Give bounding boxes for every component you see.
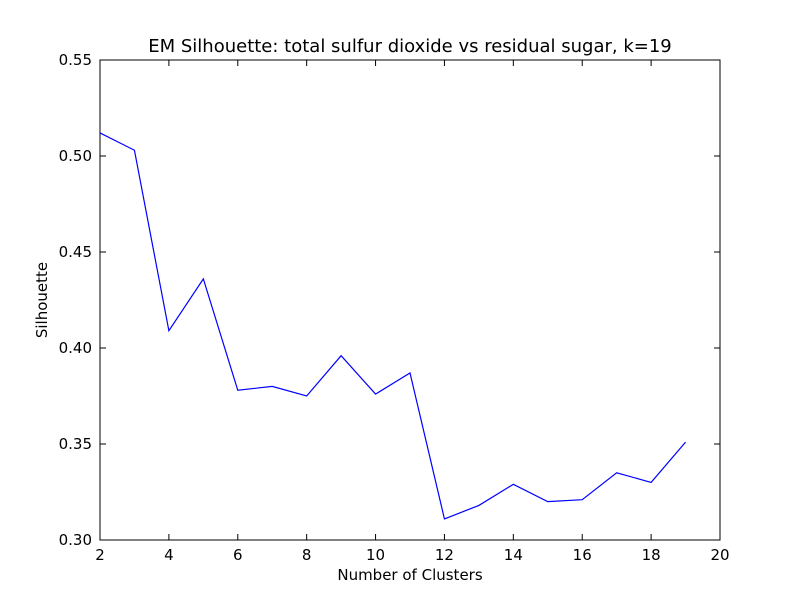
y-tick-label: 0.30	[59, 531, 92, 549]
x-tick-label: 4	[164, 546, 174, 564]
x-tick-label: 20	[710, 546, 729, 564]
plot-area-frame	[99, 59, 721, 541]
x-tick-label: 10	[366, 546, 385, 564]
x-tick-label: 8	[302, 546, 312, 564]
y-axis-label: Silhouette	[33, 262, 51, 338]
y-tick-label: 0.40	[59, 339, 92, 357]
x-tick-label: 18	[642, 546, 661, 564]
x-tick-label: 6	[233, 546, 243, 564]
x-axis-label: Number of Clusters	[337, 566, 482, 584]
series-layer	[99, 132, 687, 520]
x-tick-label: 16	[573, 546, 592, 564]
chart-title: EM Silhouette: total sulfur dioxide vs r…	[148, 36, 672, 57]
y-tick-label: 0.55	[59, 51, 92, 69]
x-tick-label: 2	[95, 546, 105, 564]
axis-ticks: 2 4 6 8 10 12 14 16 18 20 0.30 0.35 0.40 0.45 0.50 0.55	[59, 51, 730, 564]
x-tick-label: 12	[435, 546, 454, 564]
y-tick-label: 0.45	[59, 243, 92, 261]
y-tick-label: 0.35	[59, 435, 92, 453]
y-tick-label: 0.50	[59, 147, 92, 165]
series-line	[99, 132, 687, 520]
x-tick-label: 14	[504, 546, 523, 564]
